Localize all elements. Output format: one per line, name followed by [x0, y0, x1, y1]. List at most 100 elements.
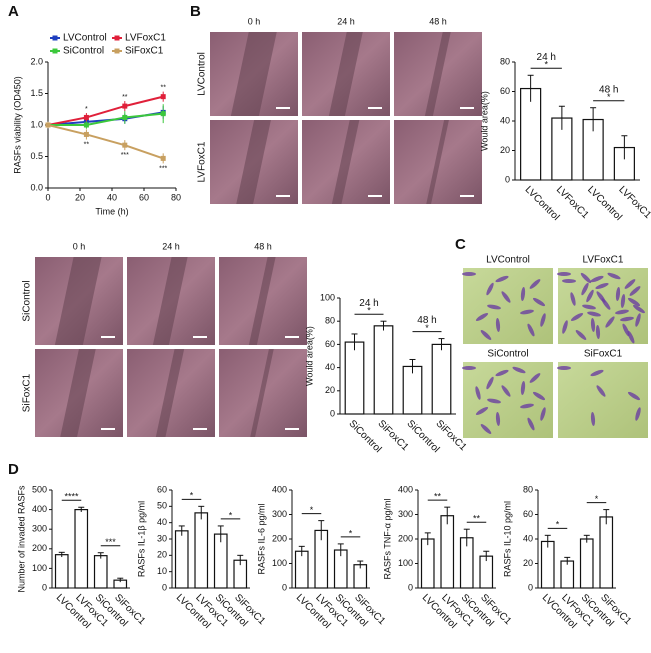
y-tick-label: 400	[398, 484, 413, 494]
image-label: SiFoxC1	[584, 349, 623, 360]
image-label: SiControl	[487, 349, 528, 360]
cell	[495, 275, 509, 283]
series-line	[47, 95, 164, 126]
scratch	[236, 120, 271, 204]
row-label: LVControl	[197, 52, 208, 96]
cell	[486, 376, 494, 390]
y-tick-label: 0	[330, 408, 335, 418]
cell	[557, 366, 571, 370]
y-tick-label: 1.0	[30, 119, 43, 129]
y-tick-label: 1.5	[30, 88, 43, 98]
y-axis-label: RASFs IL-6 pg/ml	[256, 503, 266, 574]
y-tick-label: 300	[32, 524, 47, 534]
y-tick-label: 300	[272, 509, 287, 519]
row-label: LVFoxC1	[197, 141, 208, 182]
x-tick-label: 60	[139, 192, 149, 202]
cell	[480, 424, 492, 434]
x-axis-label: Time (h)	[95, 206, 128, 216]
cell	[462, 366, 476, 370]
x-tick-label: 0	[45, 192, 50, 202]
point	[122, 103, 128, 109]
point	[122, 142, 128, 148]
y-tick-label: 100	[320, 292, 335, 302]
y-tick-label: 40	[523, 533, 533, 543]
cell	[620, 294, 626, 308]
row-label: SiFoxC1	[22, 373, 33, 412]
y-tick-label: 20	[523, 558, 533, 568]
bar	[373, 325, 394, 415]
point	[160, 94, 166, 100]
point-label: **	[84, 141, 90, 148]
y-tick-label: 80	[523, 484, 533, 494]
cell	[487, 304, 501, 310]
significance-label: *	[367, 306, 371, 316]
y-tick-label: 100	[398, 558, 413, 568]
cell	[562, 278, 576, 284]
legend-label: SiControl	[63, 46, 104, 57]
bar	[402, 365, 423, 415]
scratch	[152, 257, 188, 345]
point-label: **	[122, 94, 128, 101]
column-label: 48 h	[429, 16, 447, 26]
point	[160, 155, 166, 161]
cell	[590, 318, 596, 332]
scratch	[328, 32, 363, 116]
y-axis-label: RASFs IL-1β pg/ml	[136, 501, 146, 577]
scratch	[155, 349, 185, 437]
y-tick-label: 60	[325, 339, 335, 349]
cell	[627, 391, 641, 401]
cell	[540, 407, 546, 421]
cell	[605, 316, 615, 328]
bar	[74, 509, 89, 589]
y-tick-label: 0	[528, 582, 533, 592]
cell	[580, 272, 592, 284]
y-tick-label: 100	[32, 563, 47, 573]
panel-label: C	[455, 236, 466, 253]
cell	[620, 316, 634, 322]
cell	[475, 386, 481, 400]
cell	[590, 412, 596, 426]
cell	[501, 385, 511, 397]
y-tick-label: 400	[272, 484, 287, 494]
bar	[54, 554, 69, 589]
bar	[294, 550, 309, 589]
y-tick-label: 60	[500, 86, 510, 96]
y-tick-label: 500	[32, 484, 47, 494]
cell	[495, 369, 509, 377]
bar	[540, 540, 555, 589]
cell	[582, 304, 596, 310]
y-tick-label: 300	[398, 509, 413, 519]
y-axis-label: RASFs IL-10 pg/ml	[502, 501, 512, 577]
cell	[596, 385, 606, 397]
cell	[532, 391, 546, 401]
significance-label: ****	[64, 492, 79, 502]
point	[45, 122, 51, 128]
cell	[462, 272, 476, 276]
point	[83, 131, 89, 137]
legend-label: SiFoxC1	[125, 46, 164, 57]
column-label: 0 h	[248, 16, 261, 26]
y-tick-label: 80	[325, 316, 335, 326]
cell	[624, 279, 636, 289]
cell	[529, 279, 541, 289]
cell	[633, 304, 645, 314]
y-tick-label: 2.0	[30, 56, 43, 66]
y-tick-label: 40	[157, 517, 167, 527]
cell	[590, 369, 604, 377]
y-tick-label: 0.0	[30, 182, 43, 192]
point	[83, 114, 89, 120]
y-tick-label: 0	[282, 582, 287, 592]
x-tick-label: 20	[75, 192, 85, 202]
cell	[520, 403, 534, 409]
cell	[615, 287, 621, 301]
scratch	[424, 32, 451, 116]
point-label: ***	[159, 165, 167, 172]
y-tick-label: 0	[162, 582, 167, 592]
significance-label: *	[425, 323, 429, 333]
point-label: **	[160, 84, 166, 91]
cell	[527, 417, 535, 431]
x-tick-label: 40	[107, 192, 117, 202]
column-label: 48 h	[254, 241, 272, 251]
y-tick-label: 0	[408, 582, 413, 592]
cell	[635, 407, 641, 421]
